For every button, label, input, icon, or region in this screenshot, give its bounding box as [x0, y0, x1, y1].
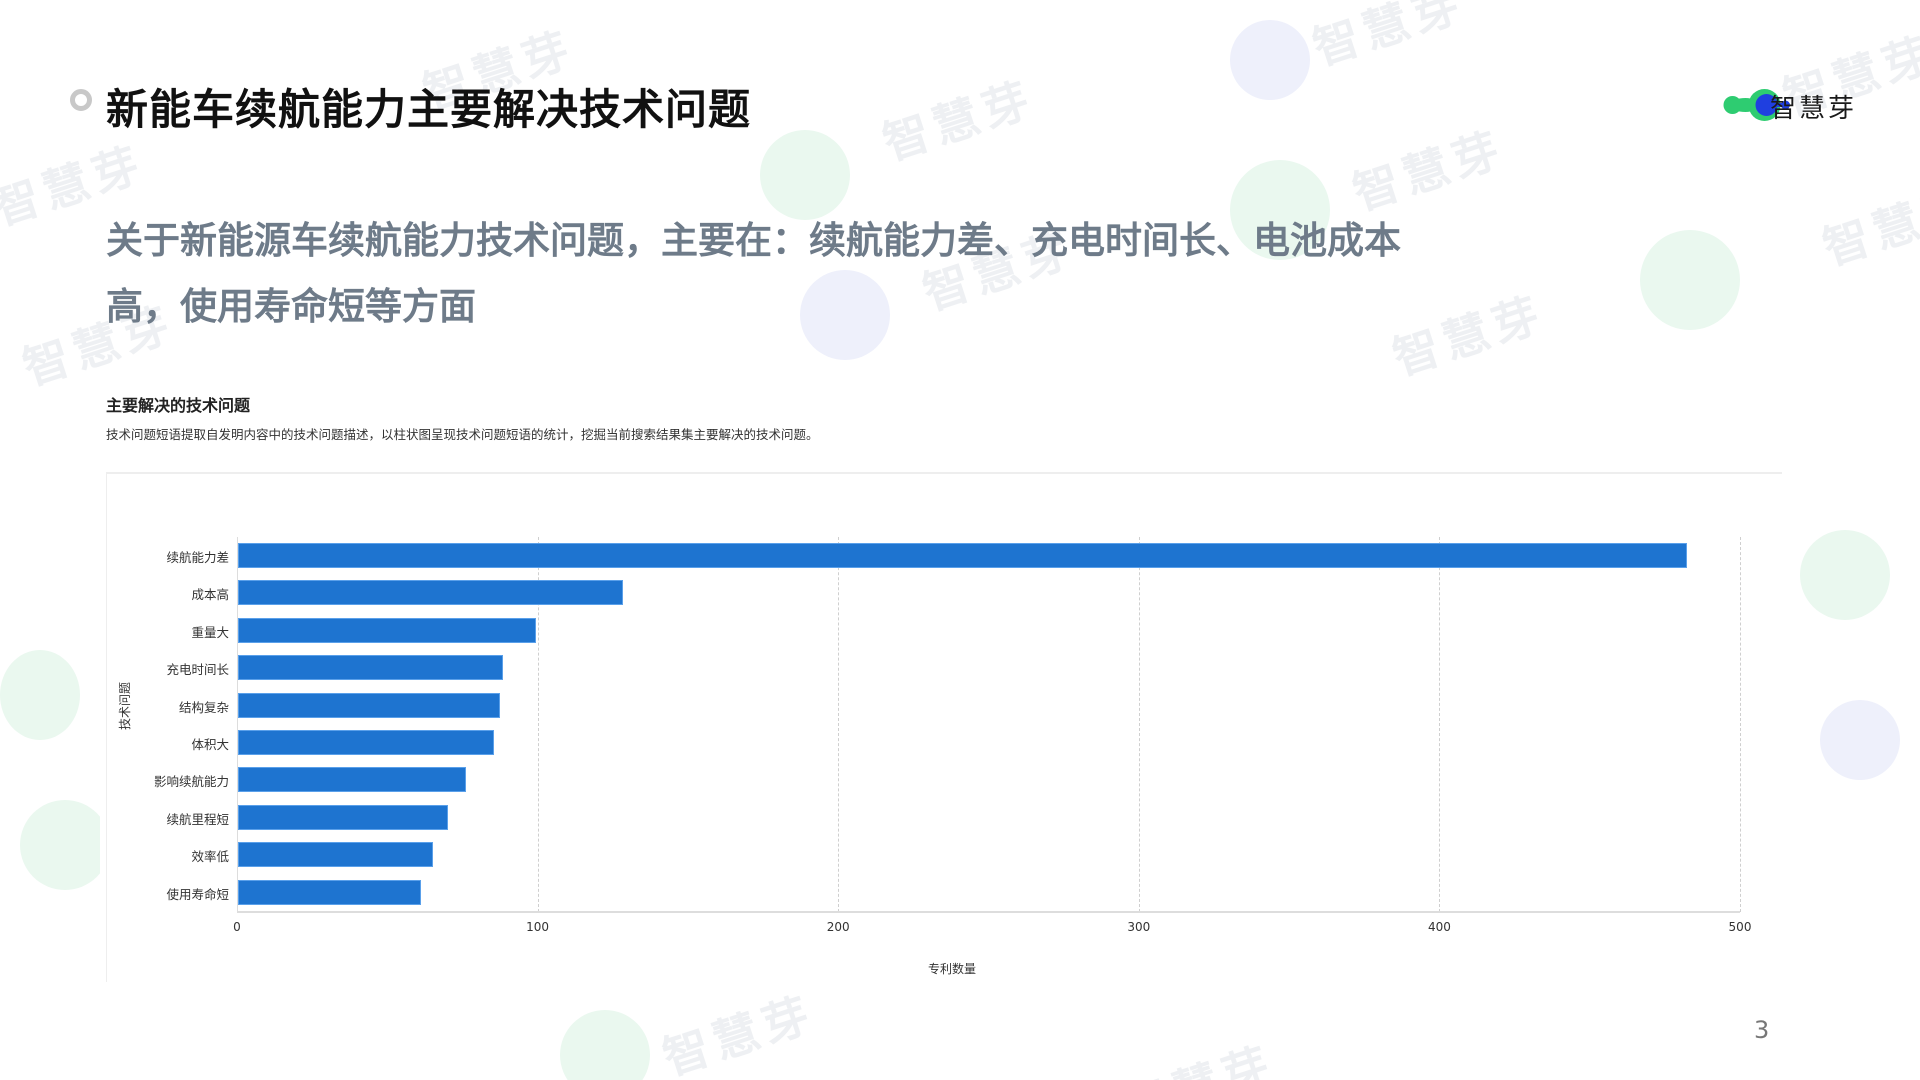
watermark-blob — [1800, 530, 1890, 620]
summary-text: 关于新能源车续航能力技术问题，主要在：续航能力差、充电时间长、电池成本高，使用寿… — [106, 219, 1401, 328]
chart-description: 技术问题短语提取自发明内容中的技术问题描述，以柱状图呈现技术问题短语的统计，挖掘… — [106, 427, 819, 442]
x-tick-label: 500 — [1728, 920, 1752, 934]
category-label: 体积大 — [191, 737, 229, 752]
bar[interactable] — [238, 655, 503, 681]
bar[interactable] — [238, 730, 494, 755]
x-tick-label: 200 — [826, 920, 850, 934]
category-label: 续航里程短 — [166, 811, 229, 827]
category-label: 充电时间长 — [166, 662, 229, 678]
watermark-blob — [760, 130, 850, 220]
watermark-blob — [0, 650, 80, 740]
ring-icon — [70, 89, 92, 111]
watermark-text: 智慧芽 — [1816, 176, 1920, 276]
bar[interactable] — [238, 580, 623, 606]
category-label: 效率低 — [191, 849, 229, 865]
watermark-text: 智慧芽 — [1306, 0, 1472, 76]
x-tick-label: 100 — [526, 920, 550, 934]
bar[interactable] — [238, 692, 500, 718]
category-label: 成本高 — [191, 587, 229, 603]
category-label: 重量大 — [191, 624, 229, 640]
zhihuiya-logo-icon — [1723, 89, 1790, 121]
bar[interactable] — [238, 543, 1687, 568]
watermark-text: 智慧芽 — [1346, 121, 1512, 221]
x-tick-label: 0 — [233, 920, 241, 934]
x-axis-line — [237, 911, 1740, 913]
watermark-blob — [1640, 230, 1740, 330]
plot-area — [237, 537, 1741, 913]
watermark-blob — [1230, 160, 1330, 260]
watermark-blob — [1230, 20, 1310, 100]
bar[interactable] — [238, 767, 467, 793]
category-label: 影响续航能力 — [153, 774, 229, 790]
category-label: 使用寿命短 — [166, 886, 229, 902]
watermark-text: 智慧芽 — [1114, 1028, 1283, 1080]
gridline — [1740, 537, 1741, 912]
gridline — [1138, 537, 1140, 912]
watermark-blob — [560, 1010, 650, 1080]
watermark-blob — [20, 800, 110, 890]
y-axis-title: 技术问题 — [118, 681, 132, 730]
category-label: 结构复杂 — [178, 699, 229, 715]
page-number: 3 — [1754, 1016, 1770, 1044]
x-axis-title: 专利数量 — [927, 962, 977, 976]
x-tick-label: 400 — [1427, 920, 1451, 934]
chart-title: 主要解决的技术问题 — [106, 396, 251, 415]
watermark-blob — [1820, 700, 1900, 780]
bar[interactable] — [238, 842, 434, 868]
gridline — [838, 537, 840, 912]
watermark-text: 智慧芽 — [876, 71, 1042, 171]
y-axis-line — [237, 537, 238, 912]
x-tick-label: 300 — [1127, 920, 1151, 934]
watermark-text: 智慧芽 — [1386, 286, 1552, 386]
logo-text: 智慧芽 — [1770, 94, 1858, 124]
bar[interactable] — [238, 879, 422, 905]
bar[interactable] — [238, 617, 536, 643]
page-title: 新能车续航能力主要解决技术问题 — [106, 85, 752, 134]
gridline — [1439, 537, 1441, 912]
watermark-text: 智慧芽 — [656, 986, 822, 1080]
watermark-blob — [800, 270, 890, 360]
bar[interactable] — [238, 804, 449, 830]
gridline — [537, 537, 539, 912]
category-label: 续航能力差 — [166, 550, 229, 565]
